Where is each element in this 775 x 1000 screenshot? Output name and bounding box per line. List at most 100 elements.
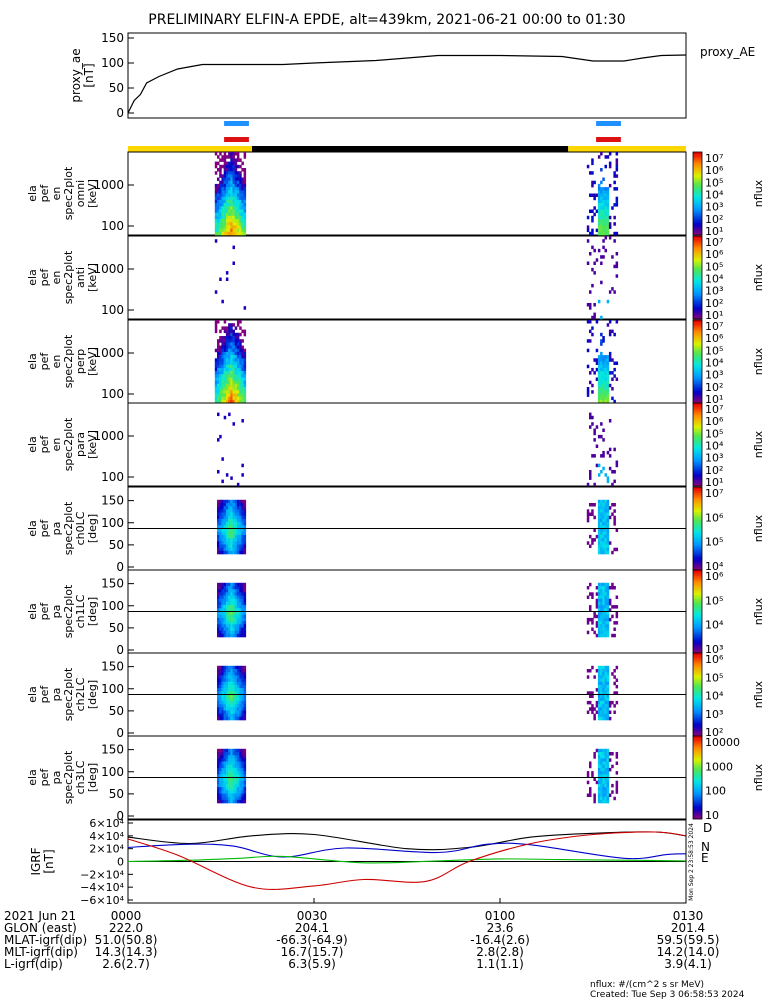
flux-cell [241, 228, 244, 233]
flux-cell [228, 665, 231, 670]
flux-cell [236, 595, 240, 599]
flux-cell [234, 550, 238, 555]
flux-cell [606, 700, 610, 705]
panel-ylabel: ela [26, 520, 39, 537]
flux-cell [589, 582, 592, 587]
flux-cell [217, 515, 220, 520]
flux-cell [604, 193, 607, 197]
colorbar-tick: 10⁵ [705, 344, 723, 357]
flux-cell [219, 681, 222, 686]
flux-cell [613, 627, 616, 631]
flux-cell [232, 180, 235, 185]
flux-cell [595, 377, 599, 381]
colorbar-cell [693, 756, 702, 760]
flux-cell [606, 713, 610, 718]
flux-cell [243, 704, 247, 708]
flux-cell [586, 630, 590, 635]
ephemeris-label: GLON (east) [4, 921, 77, 935]
flux-cell [600, 215, 603, 220]
flux-cell [604, 228, 607, 233]
flux-cell [613, 215, 616, 220]
panel-ylabel: [keV] [86, 263, 99, 292]
flux-cell [232, 332, 235, 337]
flux-cell [230, 589, 233, 593]
flux-cell [604, 700, 607, 705]
colorbar-cell [693, 158, 702, 161]
flux-cell [608, 716, 612, 721]
flux-cell [225, 329, 229, 334]
flux-cell [223, 675, 227, 679]
flux-cell [239, 691, 242, 695]
flux-cell [600, 206, 603, 210]
flux-cell [219, 367, 222, 372]
flux-cell [228, 351, 231, 356]
flux-cell [243, 177, 247, 181]
flux-cell [221, 187, 224, 191]
flux-cell [225, 544, 229, 548]
flux-cell [228, 506, 231, 510]
flux-cell [604, 518, 607, 523]
colorbar-cell [693, 344, 702, 348]
flux-cell [602, 428, 605, 432]
flux-cell [221, 196, 224, 201]
flux-cell [232, 355, 235, 359]
flux-cell [591, 209, 594, 213]
flux-cell [586, 771, 590, 775]
flux-cell [223, 611, 227, 615]
flux-cell [219, 152, 222, 156]
flux-cell [606, 550, 610, 555]
flux-cell [241, 503, 244, 507]
flux-cell [600, 582, 603, 587]
flux-cell [230, 672, 233, 676]
flux-cell [219, 209, 222, 213]
flux-cell [597, 633, 601, 638]
colorbar-cell [693, 359, 702, 362]
flux-cell [225, 672, 229, 676]
flux-cell [606, 190, 610, 194]
flux-cell [243, 522, 247, 526]
proxy-ae-ytick: 50 [109, 81, 124, 95]
flux-cell [217, 231, 220, 236]
flux-cell [234, 678, 238, 682]
flux-cell [223, 605, 227, 609]
flux-cell [589, 534, 592, 539]
flux-cell [602, 209, 605, 213]
flux-cell [239, 783, 242, 788]
flux-cell [597, 544, 601, 548]
flux-cell [214, 399, 218, 404]
flux-cell [223, 522, 227, 526]
flux-cell [219, 361, 222, 365]
flux-cell [243, 209, 247, 213]
flux-cell [615, 621, 619, 625]
flux-cell [597, 627, 601, 631]
flux-cell [223, 512, 227, 516]
flux-cell [602, 450, 605, 455]
flux-cell [241, 473, 244, 477]
igrf-ytick: 0 [117, 856, 124, 869]
flux-cell [586, 261, 590, 265]
flux-cell [214, 196, 218, 201]
colorbar-cell [693, 765, 702, 768]
flux-cell [228, 332, 231, 337]
flux-cell [602, 761, 605, 765]
flux-cell [591, 180, 594, 185]
flux-cell [589, 605, 592, 609]
ephemeris-value: -66.3(-64.9) [276, 933, 347, 947]
flux-cell [225, 614, 229, 619]
colorbar-cell [693, 771, 702, 774]
flux-cell [597, 434, 601, 439]
flux-cell [228, 231, 231, 236]
flux-cell [221, 377, 224, 381]
flux-cell [219, 544, 222, 548]
flux-cell [243, 633, 247, 638]
colorbar-cell [693, 688, 702, 691]
flux-cell [243, 582, 247, 587]
flux-cell [606, 509, 610, 513]
colorbar-cell [693, 750, 702, 753]
flux-cell [615, 261, 619, 265]
flux-cell [241, 393, 244, 397]
flux-cell [241, 780, 244, 785]
flux-cell [606, 479, 610, 484]
colorbar-tick: 10¹ [705, 393, 723, 406]
flux-cell [600, 367, 603, 372]
